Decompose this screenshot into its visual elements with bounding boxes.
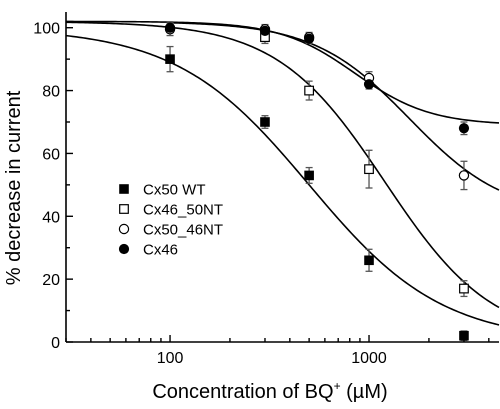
fit-curve: [65, 21, 500, 309]
legend-label: Cx46: [143, 242, 178, 259]
data-point: [364, 255, 374, 266]
x-tick-label: 100: [157, 350, 184, 367]
legend-marker: [119, 184, 129, 194]
y-tick-label: 80: [42, 84, 60, 101]
x-axis-label: Concentration of BQ+ (µM): [152, 379, 387, 403]
data-point: [363, 79, 375, 90]
fit-curve: [65, 34, 500, 326]
data-point: [364, 164, 374, 175]
data-point: [459, 283, 469, 294]
y-tick-label: 60: [42, 146, 60, 163]
legend-marker: [118, 223, 130, 235]
legend-marker: [118, 243, 130, 255]
legend-label: Cx50 WT: [143, 182, 206, 199]
legend-label: Cx50_46NT: [143, 222, 223, 239]
y-axis-label: % decrease in current: [3, 90, 25, 285]
x-axis-label-main: Concentration of BQ: [152, 381, 333, 403]
fit-curve: [66, 20, 500, 124]
y-tick-label: 20: [42, 272, 60, 289]
x-axis-label-unit: (µM): [341, 381, 388, 403]
data-point: [260, 117, 270, 127]
legend-marker: [119, 204, 129, 214]
fit-curve: [170, 21, 500, 191]
data-point: [458, 170, 470, 181]
y-tick-label: 40: [42, 209, 60, 226]
legend-label: Cx46_50NT: [143, 202, 223, 219]
axes: 0 20 40 60 80 100 100 1000: [33, 12, 499, 367]
y-tick-label: 0: [51, 335, 60, 352]
x-tick-label: 1000: [351, 350, 387, 367]
legend: Cx50 WT Cx46_50NT Cx50_46NT Cx46: [118, 182, 223, 259]
y-tick-label: 100: [33, 21, 60, 38]
fit-curves: [65, 20, 500, 326]
data-point: [458, 123, 470, 134]
data-point: [259, 25, 271, 36]
data-point: [164, 22, 176, 33]
data-point: [304, 33, 315, 44]
data-point: [304, 170, 314, 181]
x-axis-label-superscript: +: [334, 379, 341, 393]
data-point: [165, 54, 175, 64]
data-markers: [164, 22, 470, 341]
data-point: [304, 85, 315, 96]
